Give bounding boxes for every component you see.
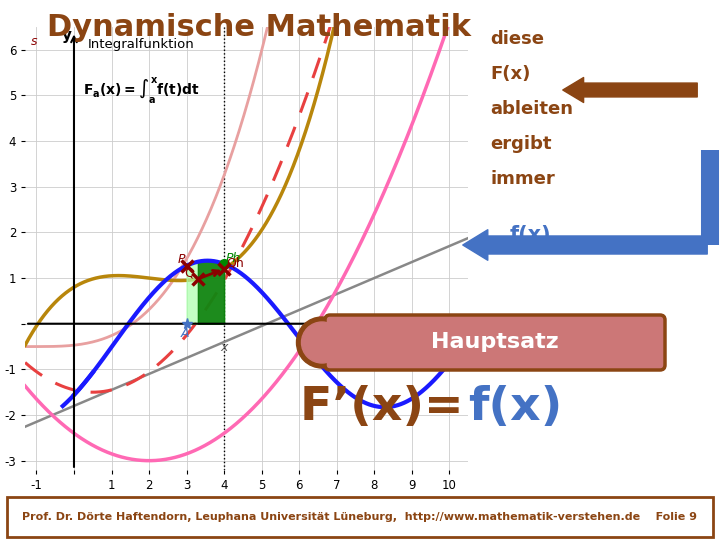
Text: Qh: Qh xyxy=(226,256,243,269)
Text: Ph: Ph xyxy=(226,252,241,265)
FancyBboxPatch shape xyxy=(325,315,665,370)
Text: Prof. Dr. Dörte Haftendorn, Leuphana Universität Lüneburg,  http://www.mathemati: Prof. Dr. Dörte Haftendorn, Leuphana Uni… xyxy=(22,512,698,522)
Text: F(x): F(x) xyxy=(490,65,531,83)
Text: ableiten: ableiten xyxy=(490,100,573,118)
Text: Dynamische Mathematik: Dynamische Mathematik xyxy=(48,14,471,43)
Text: ergibt: ergibt xyxy=(490,135,552,153)
Text: $\mathbf{F_a(x) = \int_a^x f(t)dt}$: $\mathbf{F_a(x) = \int_a^x f(t)dt}$ xyxy=(84,76,200,106)
Text: F’(x)=: F’(x)= xyxy=(300,385,464,430)
Text: Hauptsatz: Hauptsatz xyxy=(431,333,559,353)
FancyArrowPatch shape xyxy=(563,78,697,103)
Circle shape xyxy=(302,322,343,363)
Text: Q: Q xyxy=(185,267,194,280)
Text: P: P xyxy=(177,253,184,266)
Text: f(x): f(x) xyxy=(468,385,562,430)
Text: diese: diese xyxy=(490,30,544,48)
Text: f(x): f(x) xyxy=(510,225,552,245)
FancyArrowPatch shape xyxy=(463,230,707,260)
Circle shape xyxy=(297,317,348,368)
FancyBboxPatch shape xyxy=(7,497,713,537)
Text: y: y xyxy=(62,28,72,43)
Text: x: x xyxy=(220,341,228,354)
Text: A: A xyxy=(181,327,189,340)
Text: s: s xyxy=(31,35,37,48)
Text: immer: immer xyxy=(490,170,554,188)
Text: Integralfunktion: Integralfunktion xyxy=(89,38,195,51)
